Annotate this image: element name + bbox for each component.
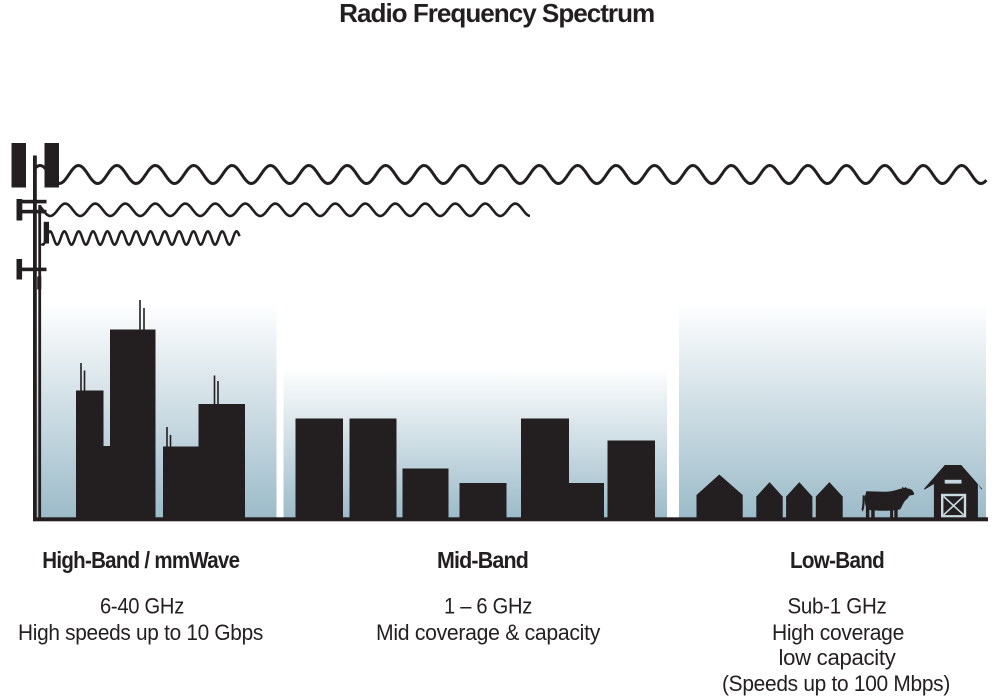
svg-text:1 – 6 GHz: 1 – 6 GHz xyxy=(444,594,532,619)
svg-text:low capacity: low capacity xyxy=(779,645,896,670)
svg-text:Mid-Band: Mid-Band xyxy=(437,547,528,573)
svg-text:Sub-1 GHz: Sub-1 GHz xyxy=(788,594,887,619)
svg-text:Mid coverage & capacity: Mid coverage & capacity xyxy=(376,620,600,645)
svg-text:High speeds up to 10 Gbps: High speeds up to 10 Gbps xyxy=(18,620,263,645)
svg-text:(Speeds up to 100 Mbps): (Speeds up to 100 Mbps) xyxy=(722,671,950,696)
svg-text:6-40 GHz: 6-40 GHz xyxy=(100,594,184,619)
svg-text:High-Band / mmWave: High-Band / mmWave xyxy=(42,547,239,573)
svg-text:Low-Band: Low-Band xyxy=(790,547,884,573)
svg-text:Radio Frequency Spectrum: Radio Frequency Spectrum xyxy=(339,0,654,28)
svg-text:High coverage: High coverage xyxy=(772,620,904,645)
